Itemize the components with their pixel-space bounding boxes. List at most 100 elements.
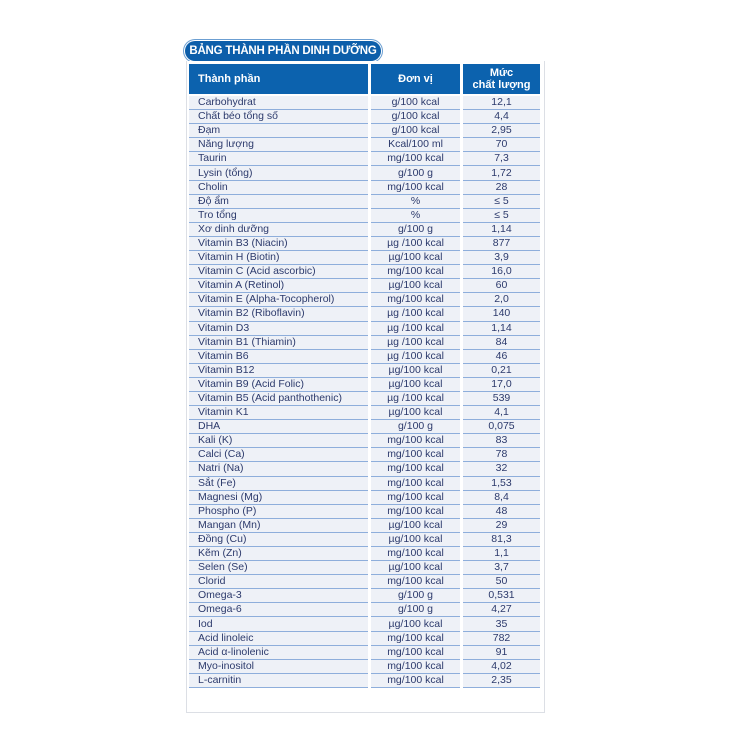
value-cell: 7,3 bbox=[463, 152, 540, 167]
ingredient-cell: Năng lượng bbox=[189, 138, 368, 153]
value-cell: 46 bbox=[463, 349, 540, 364]
unit-cell: % bbox=[371, 194, 460, 209]
header-unit: Đơn vị bbox=[371, 64, 460, 96]
ingredient-cell: Clorid bbox=[189, 575, 368, 590]
unit-cell: mg/100 kcal bbox=[371, 462, 460, 477]
table-row: Vitamin C (Acid ascorbic) mg/100 kcal 16,0 bbox=[189, 265, 540, 280]
unit-cell: mg/100 kcal bbox=[371, 448, 460, 463]
ingredient-cell: Kali (K) bbox=[189, 434, 368, 449]
ingredient-cell: Vitamin C (Acid ascorbic) bbox=[189, 265, 368, 280]
value-cell: 48 bbox=[463, 504, 540, 519]
table-row: Vitamin B12 µg/100 kcal 0,21 bbox=[189, 363, 540, 378]
table-row: Omega-3 g/100 g 0,531 bbox=[189, 589, 540, 604]
value-cell: 2,0 bbox=[463, 293, 540, 308]
ingredient-cell: Vitamin B9 (Acid Folic) bbox=[189, 377, 368, 392]
unit-cell: mg/100 kcal bbox=[371, 631, 460, 646]
value-cell: 17,0 bbox=[463, 377, 540, 392]
unit-cell: µg/100 kcal bbox=[371, 617, 460, 632]
value-cell: 29 bbox=[463, 518, 540, 533]
unit-cell: mg/100 kcal bbox=[371, 152, 460, 167]
table-row: Taurin mg/100 kcal 7,3 bbox=[189, 152, 540, 167]
value-cell: 78 bbox=[463, 448, 540, 463]
table-row: Calci (Ca) mg/100 kcal 78 bbox=[189, 448, 540, 463]
unit-cell: mg/100 kcal bbox=[371, 476, 460, 491]
unit-cell: g/100 kcal bbox=[371, 124, 460, 139]
unit-cell: g/100 g bbox=[371, 589, 460, 604]
table-row: DHA g/100 g 0,075 bbox=[189, 420, 540, 435]
table-row: Vitamin B9 (Acid Folic) µg/100 kcal 17,0 bbox=[189, 377, 540, 392]
ingredient-cell: Vitamin B2 (Riboflavin) bbox=[189, 307, 368, 322]
table-row: Vitamin B3 (Niacin) µg /100 kcal 877 bbox=[189, 236, 540, 252]
table-row: Magnesi (Mg) mg/100 kcal 8,4 bbox=[189, 490, 540, 505]
unit-cell: mg/100 kcal bbox=[371, 180, 460, 195]
unit-cell: µg/100 kcal bbox=[371, 532, 460, 547]
table-row: Chất béo tổng số g/100 kcal 4,4 bbox=[189, 110, 540, 125]
value-cell: 32 bbox=[463, 462, 540, 477]
ingredient-cell: Cholin bbox=[189, 180, 368, 195]
nutrition-table: Thành phần Đơn vị Mức chất lượng Carbohyd… bbox=[186, 64, 543, 688]
table-row: Acid linoleic mg/100 kcal 782 bbox=[189, 631, 540, 646]
ingredient-cell: Selen (Se) bbox=[189, 561, 368, 576]
table-row: Cholin mg/100 kcal 28 bbox=[189, 180, 540, 195]
ingredient-cell: Lysin (tổng) bbox=[189, 166, 368, 181]
unit-cell: µg /100 kcal bbox=[371, 391, 460, 407]
ingredient-cell: Kẽm (Zn) bbox=[189, 547, 368, 562]
table-row: Vitamin K1 µg/100 kcal 4,1 bbox=[189, 406, 540, 421]
value-cell: 4,02 bbox=[463, 659, 540, 674]
table-row: Đạm g/100 kcal 2,95 bbox=[189, 124, 540, 139]
table-row: Vitamin D3 µg /100 kcal 1,14 bbox=[189, 321, 540, 336]
unit-cell: mg/100 kcal bbox=[371, 265, 460, 280]
unit-cell: µg /100 kcal bbox=[371, 349, 460, 364]
value-cell: 60 bbox=[463, 279, 540, 294]
ingredient-cell: Vitamin K1 bbox=[189, 406, 368, 421]
table-row: Vitamin B2 (Riboflavin) µg /100 kcal 140 bbox=[189, 307, 540, 322]
unit-cell: % bbox=[371, 208, 460, 223]
ingredient-cell: Vitamin D3 bbox=[189, 321, 368, 336]
ingredient-cell: Acid α-linolenic bbox=[189, 645, 368, 660]
table-row: Năng lượng Kcal/100 ml 70 bbox=[189, 138, 540, 153]
unit-cell: µg/100 kcal bbox=[371, 377, 460, 392]
value-cell: 0,21 bbox=[463, 363, 540, 378]
table-row: Vitamin B6 µg /100 kcal 46 bbox=[189, 349, 540, 364]
ingredient-cell: Calci (Ca) bbox=[189, 448, 368, 463]
ingredient-cell: Độ ẩm bbox=[189, 194, 368, 209]
ingredient-cell: Đồng (Cu) bbox=[189, 532, 368, 547]
value-cell: 1,1 bbox=[463, 547, 540, 562]
unit-cell: g/100 kcal bbox=[371, 96, 460, 111]
ingredient-cell: Tro tổng bbox=[189, 208, 368, 223]
ingredient-cell: L-carnitin bbox=[189, 673, 368, 688]
table-row: Carbohydrat g/100 kcal 12,1 bbox=[189, 96, 540, 111]
value-cell: 83 bbox=[463, 434, 540, 449]
header-level: Mức chất lượng bbox=[463, 64, 540, 96]
table-row: Vitamin B5 (Acid panthothenic) µg /100 kc… bbox=[189, 391, 540, 407]
value-cell: 140 bbox=[463, 307, 540, 322]
unit-cell: µg /100 kcal bbox=[371, 236, 460, 252]
value-cell: 0,531 bbox=[463, 589, 540, 604]
unit-cell: g/100 g bbox=[371, 420, 460, 435]
value-cell: 1,14 bbox=[463, 321, 540, 336]
table-row: Iod µg/100 kcal 35 bbox=[189, 617, 540, 632]
unit-cell: mg/100 kcal bbox=[371, 659, 460, 674]
unit-cell: µg /100 kcal bbox=[371, 335, 460, 350]
value-cell: 877 bbox=[463, 236, 540, 252]
value-cell: 1,53 bbox=[463, 476, 540, 491]
unit-cell: g/100 kcal bbox=[371, 110, 460, 125]
unit-cell: mg/100 kcal bbox=[371, 575, 460, 590]
value-cell: 4,1 bbox=[463, 406, 540, 421]
value-cell: 1,72 bbox=[463, 166, 540, 181]
unit-cell: mg/100 kcal bbox=[371, 673, 460, 688]
value-cell: 81,3 bbox=[463, 532, 540, 547]
ingredient-cell: Natri (Na) bbox=[189, 462, 368, 477]
ingredient-cell: Vitamin B5 (Acid panthothenic) bbox=[189, 391, 368, 407]
ingredient-cell: Omega-6 bbox=[189, 603, 368, 618]
table-row: Tro tổng% ≤ 5 bbox=[189, 208, 540, 223]
unit-cell: µg/100 kcal bbox=[371, 279, 460, 294]
table-row: Myo-inositol mg/100 kcal 4,02 bbox=[189, 659, 540, 674]
unit-cell: µg/100 kcal bbox=[371, 251, 460, 266]
value-cell: ≤ 5 bbox=[463, 194, 540, 209]
ingredient-cell: Mangan (Mn) bbox=[189, 518, 368, 533]
unit-cell: g/100 g bbox=[371, 166, 460, 181]
ingredient-cell: Đạm bbox=[189, 124, 368, 139]
value-cell: 2,95 bbox=[463, 124, 540, 139]
table-row: Kẽm (Zn) mg/100 kcal 1,1 bbox=[189, 547, 540, 562]
